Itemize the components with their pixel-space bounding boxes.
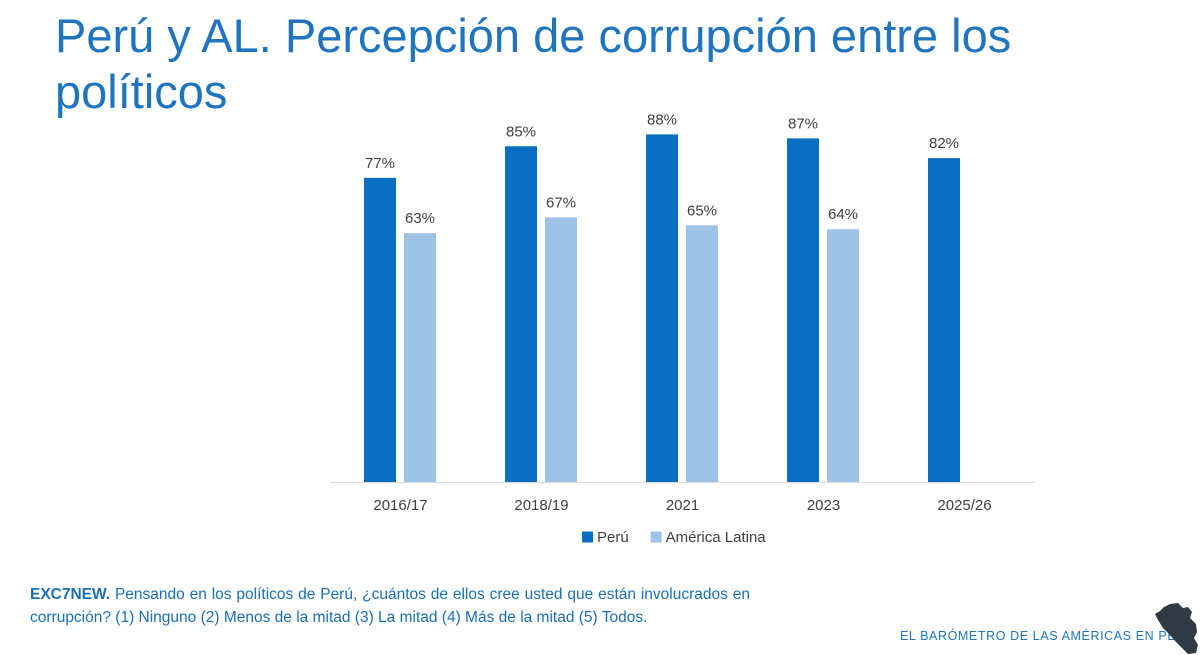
data-label: 77% <box>365 155 395 172</box>
question-code: EXC7NEW. <box>30 586 111 603</box>
x-tick-label: 2018/19 <box>514 497 568 514</box>
data-label: 64% <box>828 206 858 223</box>
data-label: 63% <box>405 210 435 227</box>
data-label: 85% <box>506 123 536 140</box>
x-tick-label: 2025/26 <box>937 497 991 514</box>
bar <box>646 134 678 482</box>
x-tick-label: 2023 <box>807 497 840 514</box>
x-tick-label: 2021 <box>666 497 699 514</box>
bar <box>686 225 718 482</box>
bar <box>545 217 577 482</box>
legend-label: Perú <box>597 529 629 546</box>
data-label: 87% <box>788 115 818 132</box>
bar <box>364 177 396 482</box>
data-label: 82% <box>929 135 959 152</box>
peru-map-icon <box>1155 603 1198 654</box>
legend-swatch <box>650 531 662 543</box>
data-label: 88% <box>647 111 677 128</box>
slide-title: Perú y AL. Percepción de corrupción entr… <box>55 9 1012 118</box>
bar <box>787 138 819 482</box>
legend-swatch <box>582 531 593 543</box>
survey-question: EXC7NEW. Pensando en los políticos de Pe… <box>30 583 750 629</box>
bar <box>404 233 436 482</box>
bar-chart: 77% 63% 2016/17 85% 67% 2018/19 88% 65% 2021 87% 6… <box>330 111 1035 546</box>
bar <box>827 229 859 482</box>
data-label: 65% <box>687 202 717 219</box>
bar <box>505 146 537 482</box>
data-label: 67% <box>546 194 576 211</box>
question-text: Pensando en los políticos de Perú, ¿cuán… <box>30 586 750 626</box>
footer-brand: EL BARÓMETRO DE LAS AMÉRICAS EN PERÚ <box>900 629 1196 643</box>
bar <box>928 158 960 482</box>
legend-label: América Latina <box>666 529 767 546</box>
x-tick-label: 2016/17 <box>373 497 427 514</box>
